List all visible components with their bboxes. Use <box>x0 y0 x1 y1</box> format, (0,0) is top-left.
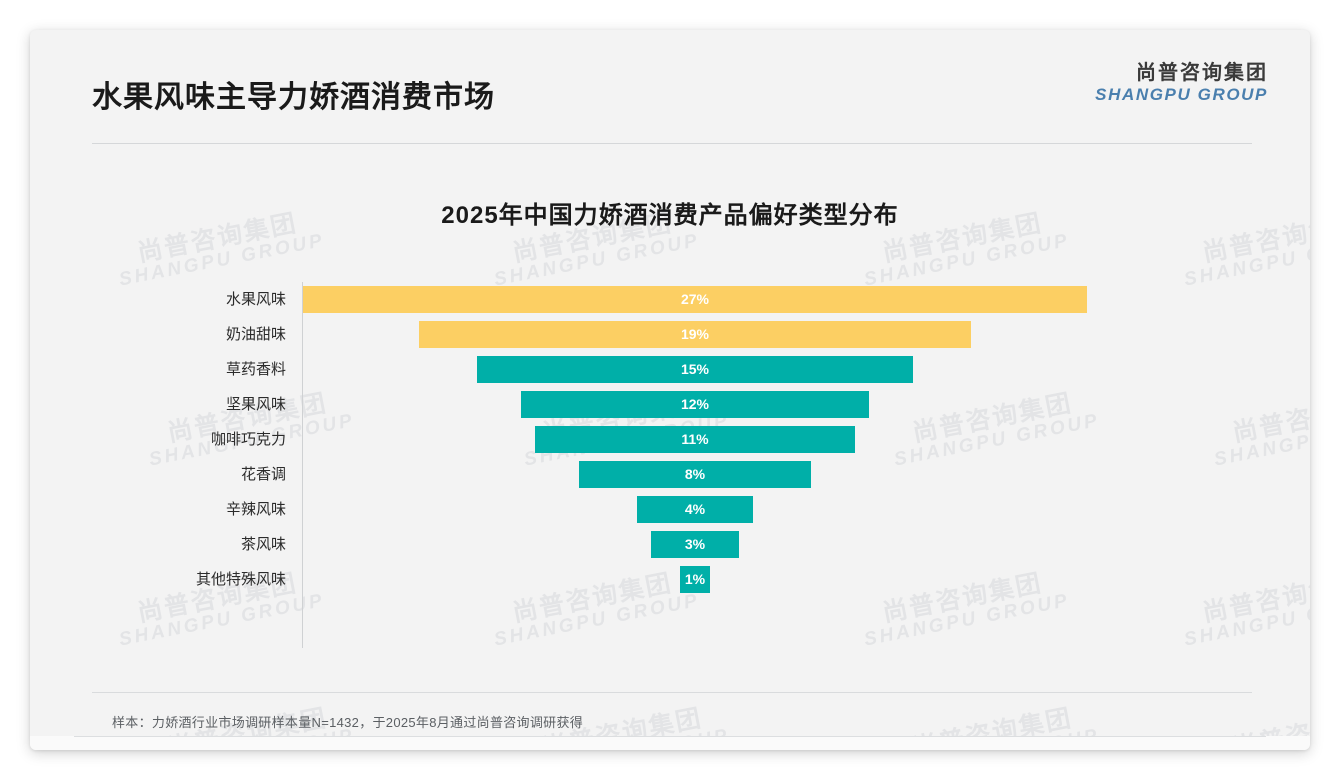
funnel-row: 咖啡巧克力 11% <box>30 422 1310 457</box>
funnel-bar[interactable]: 27% <box>303 286 1087 313</box>
footer-divider <box>74 736 1266 737</box>
funnel-bar[interactable]: 11% <box>535 426 855 453</box>
bar-value-label: 19% <box>680 326 709 342</box>
funnel-row: 坚果风味 12% <box>30 387 1310 422</box>
funnel-bar[interactable]: 12% <box>520 391 870 418</box>
category-label: 咖啡巧克力 <box>210 431 286 448</box>
funnel-row: 草药香料 15% <box>30 352 1310 387</box>
funnel-row: 茶风味 3% <box>30 527 1310 562</box>
funnel-bar[interactable]: 15% <box>477 356 913 383</box>
bar-value-label: 12% <box>680 396 709 412</box>
category-label: 坚果风味 <box>225 396 286 413</box>
website-link[interactable]: www.shangpu-china.com <box>1115 749 1266 750</box>
bar-value-label: 27% <box>680 291 710 307</box>
header-divider <box>92 143 1252 144</box>
bar-value-label: 4% <box>684 501 706 517</box>
footnote-text: 样本：力娇酒行业市场调研样本量N=1432，于2025年8月通过尚普咨询调研获得 <box>112 715 584 730</box>
slide-canvas: 尚普咨询集团 SHANGPU GROUP 尚普咨询集团 SHANGPU GROUP 尚普… <box>30 30 1310 750</box>
category-label: 辛辣风味 <box>225 501 286 518</box>
funnel-bar[interactable]: 19% <box>419 321 971 348</box>
slide-footer: ©2025.10 SHANGPU GROUP www.shangpu-china… <box>30 736 1310 750</box>
footnote-divider <box>92 692 1252 693</box>
bar-value-label: 8% <box>684 466 706 482</box>
chart-title: 2025年中国力娇酒消费产品偏好类型分布 <box>441 202 899 229</box>
category-label: 花香调 <box>240 466 286 483</box>
bar-value-label: 11% <box>681 431 709 447</box>
bar-value-label: 15% <box>680 361 709 377</box>
funnel-row: 其他特殊风味 1% <box>30 562 1310 597</box>
funnel-bar[interactable]: 1% <box>680 566 710 593</box>
chart-axis-line <box>302 282 303 648</box>
funnel-bar[interactable]: 3% <box>651 531 739 558</box>
funnel-row: 奶油甜味 19% <box>30 317 1310 352</box>
bar-value-label: 3% <box>684 536 706 552</box>
category-label: 茶风味 <box>240 536 286 553</box>
copyright-text: ©2025.10 SHANGPU GROUP <box>74 749 256 750</box>
brand-logo: 尚普咨询集团 SHANGPU GROUP <box>1095 62 1268 105</box>
category-label: 奶油甜味 <box>225 326 286 343</box>
funnel-chart: 水果风味 27% 奶油甜味 19% 草药香料 15% 坚果风味 12% 咖啡巧克力 11% 花香调 8… <box>30 260 1310 660</box>
funnel-bar[interactable]: 8% <box>578 461 812 488</box>
page-title: 水果风味主导力娇酒消费市场 <box>92 81 495 114</box>
brand-logo-en: SHANGPU GROUP <box>1095 85 1268 104</box>
bar-value-label: 1% <box>684 571 706 587</box>
funnel-row: 水果风味 27% <box>30 282 1310 317</box>
funnel-row: 辛辣风味 4% <box>30 492 1310 527</box>
brand-logo-cn: 尚普咨询集团 <box>1136 62 1268 84</box>
category-label: 水果风味 <box>225 291 286 308</box>
funnel-row: 花香调 8% <box>30 457 1310 492</box>
category-label: 其他特殊风味 <box>195 571 286 588</box>
slide-header: 水果风味主导力娇酒消费市场 尚普咨询集团 SHANGPU GROUP <box>30 30 1310 114</box>
category-label: 草药香料 <box>225 361 286 378</box>
funnel-bar[interactable]: 4% <box>636 496 754 523</box>
